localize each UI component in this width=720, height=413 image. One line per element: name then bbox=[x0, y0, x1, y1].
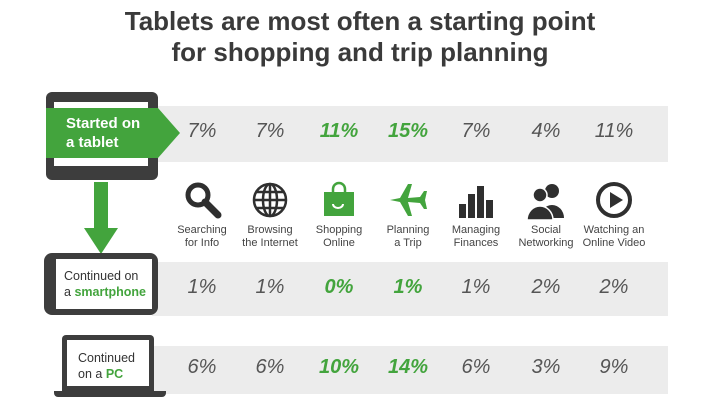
bar-chart-icon bbox=[456, 180, 496, 220]
value-label: 2% bbox=[531, 276, 561, 298]
category-label-line: Searching bbox=[177, 224, 227, 236]
value-label: 7% bbox=[461, 120, 491, 142]
value-label: 0% bbox=[324, 276, 354, 298]
pc-label-highlight: PC bbox=[105, 367, 124, 381]
category-label: Shopping Online bbox=[301, 224, 377, 250]
pc-label-pre: on a bbox=[78, 367, 103, 381]
category-label: Social Networking bbox=[508, 224, 584, 250]
value-label: 10% bbox=[318, 356, 360, 378]
down-arrow-icon bbox=[94, 182, 108, 230]
pc-label: Continued on a PC bbox=[78, 350, 135, 382]
value-label: 11% bbox=[594, 120, 634, 142]
value-label: 1% bbox=[255, 276, 285, 298]
chart-title: Tablets are most often a starting point … bbox=[0, 6, 720, 68]
title-line-1: Tablets are most often a starting point bbox=[124, 6, 596, 36]
title-line-2: for shopping and trip planning bbox=[171, 37, 549, 67]
value-label: 15% bbox=[387, 120, 429, 142]
started-on-tablet-label: Started on a tablet bbox=[46, 108, 180, 158]
shopping-bag-icon bbox=[319, 180, 359, 220]
smartphone-icon bbox=[44, 253, 158, 315]
laptop-base bbox=[54, 391, 166, 397]
value-label: 1% bbox=[461, 276, 491, 298]
value-label: 6% bbox=[461, 356, 491, 378]
tablet-label-line-2: a tablet bbox=[66, 134, 119, 151]
value-label: 7% bbox=[187, 120, 217, 142]
category-label-line: for Info bbox=[184, 237, 220, 249]
value-label: 6% bbox=[255, 356, 285, 378]
people-icon bbox=[526, 180, 566, 221]
category-label-line: Watching an bbox=[583, 224, 645, 236]
smartphone-label-highlight: smartphone bbox=[74, 285, 146, 299]
category-label-line: Shopping bbox=[315, 224, 363, 236]
category-label-line: Social bbox=[531, 224, 561, 236]
category-label-line: Planning bbox=[386, 224, 430, 236]
category-label-line: Managing bbox=[451, 224, 501, 236]
value-label: 3% bbox=[531, 356, 561, 378]
category-label-line: the Internet bbox=[242, 237, 298, 249]
value-label: 1% bbox=[393, 276, 423, 298]
category-label: Searching for Info bbox=[164, 224, 240, 250]
row-band-pc bbox=[152, 346, 668, 394]
category-label: Managing Finances bbox=[438, 224, 514, 250]
category-label-line: Online bbox=[323, 237, 355, 249]
value-label: 14% bbox=[387, 356, 429, 378]
category-label-line: Networking bbox=[518, 237, 574, 249]
value-label: 2% bbox=[599, 276, 629, 298]
row-band-tablet bbox=[152, 106, 668, 162]
category-label: Watching an Online Video bbox=[576, 224, 652, 250]
value-label: 4% bbox=[531, 120, 561, 142]
category-label-line: Browsing bbox=[247, 224, 293, 236]
globe-icon bbox=[250, 180, 290, 220]
category-label-line: Finances bbox=[453, 237, 499, 249]
smartphone-label-line-1: Continued on bbox=[64, 269, 139, 283]
category-label-line: a Trip bbox=[394, 237, 422, 249]
tablet-label-line-1: Started on bbox=[66, 115, 141, 132]
value-label: 6% bbox=[187, 356, 217, 378]
row-band-smartphone bbox=[152, 262, 668, 316]
down-arrow-head bbox=[84, 228, 118, 254]
pc-label-line-1: Continued bbox=[78, 351, 135, 365]
magnifier-icon bbox=[182, 180, 222, 220]
airplane-icon bbox=[388, 180, 428, 220]
smartphone-label: Continued on a smartphone bbox=[64, 268, 146, 300]
category-label: Planning a Trip bbox=[370, 224, 446, 250]
category-label-line: Online Video bbox=[582, 237, 646, 249]
laptop-icon bbox=[62, 335, 154, 391]
play-icon bbox=[594, 180, 634, 220]
smartphone-label-pre: a bbox=[64, 285, 71, 299]
value-label: 11% bbox=[319, 120, 359, 142]
value-label: 1% bbox=[187, 276, 217, 298]
value-label: 9% bbox=[599, 356, 629, 378]
category-label: Browsing the Internet bbox=[232, 224, 308, 250]
value-label: 7% bbox=[255, 120, 285, 142]
